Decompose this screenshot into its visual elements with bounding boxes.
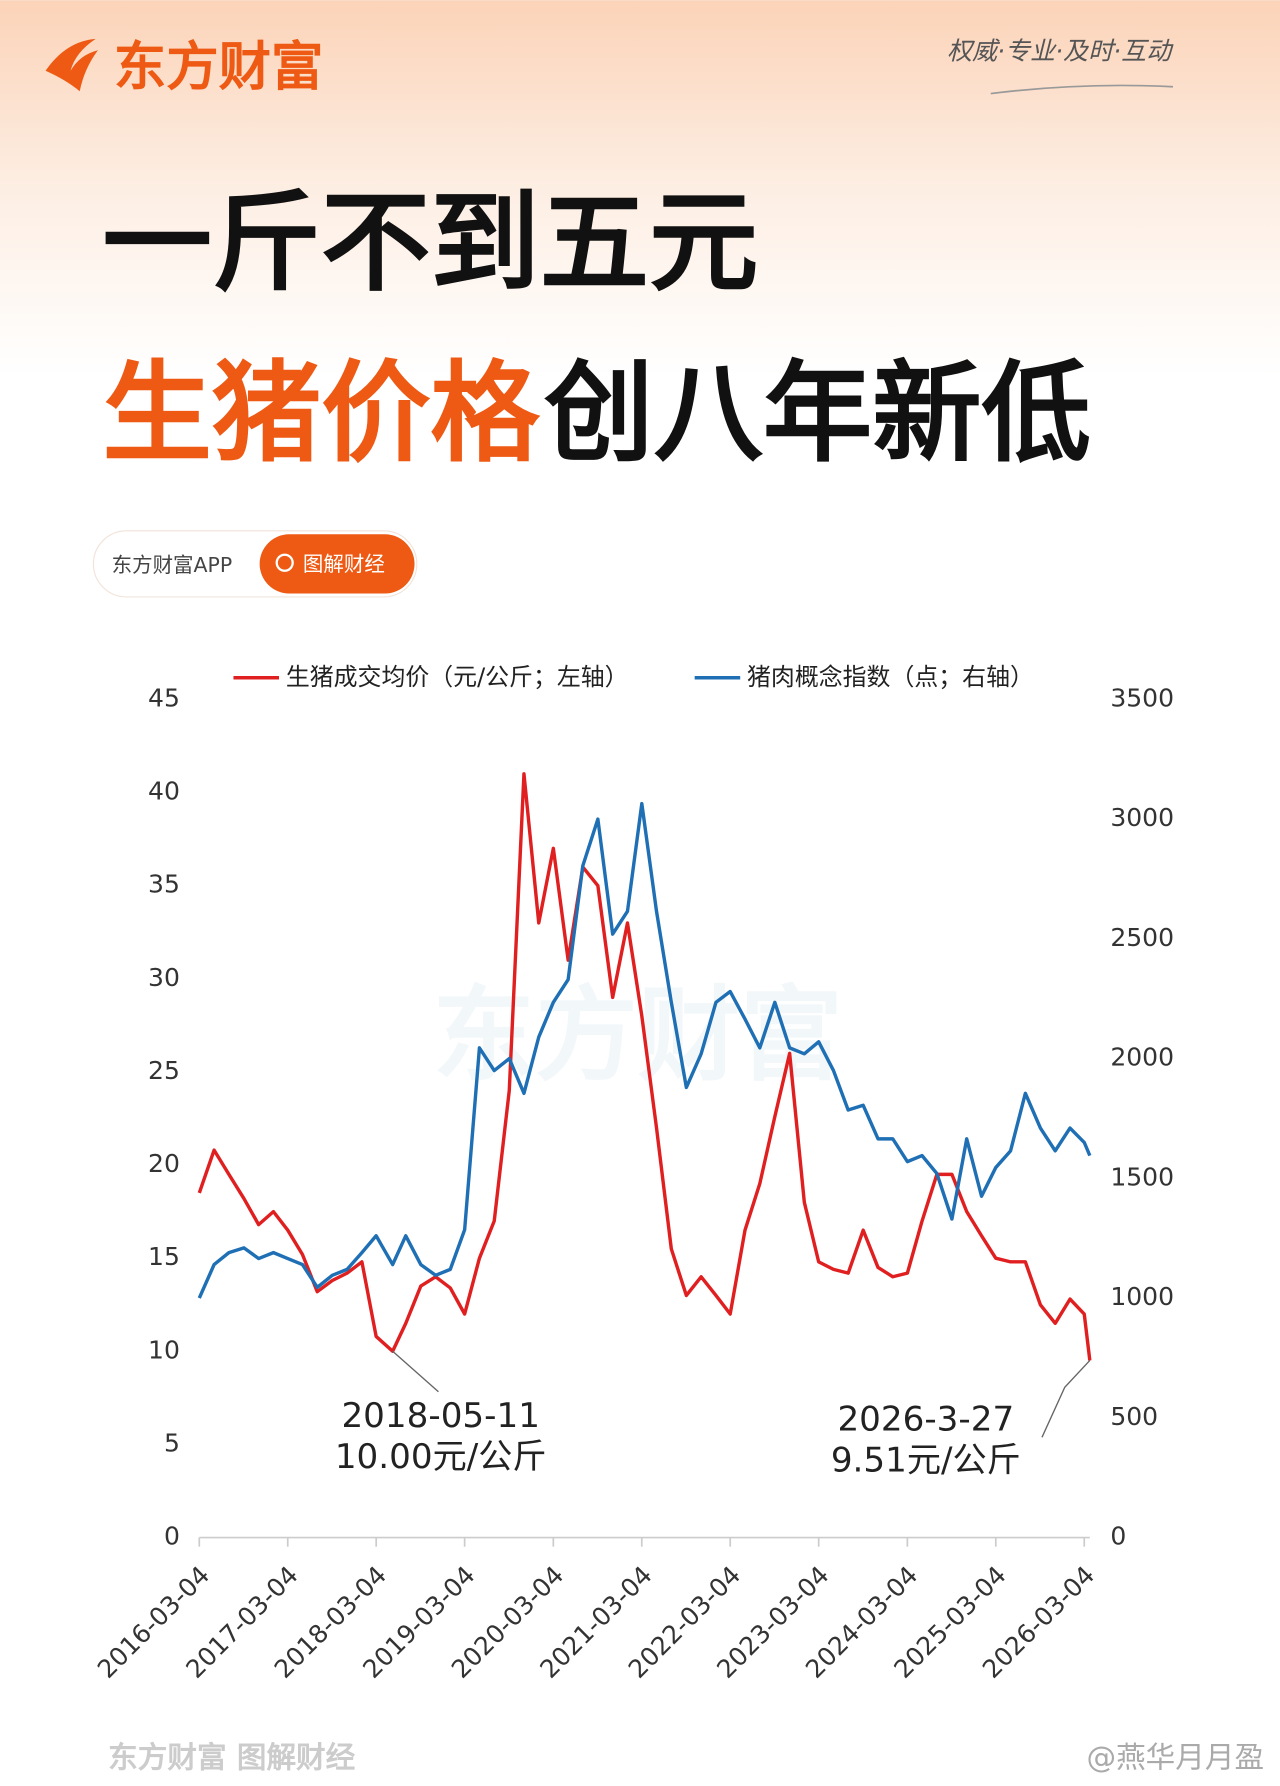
y-tick-label: 45 xyxy=(148,683,180,712)
y-tick-label: 40 xyxy=(148,777,180,806)
series-line xyxy=(197,772,1092,1361)
footer-source: 东方财富 图解财经 xyxy=(108,1741,355,1775)
y-tick-label: 15 xyxy=(148,1242,180,1271)
y-tick-label: 25 xyxy=(148,1056,180,1085)
annotation-text: 9.51元/公斤 xyxy=(831,1441,1021,1481)
y-tick-label: 30 xyxy=(148,963,180,992)
legend-label: 生猪成交均价（元/公斤；左轴） xyxy=(286,663,629,691)
y-tick-label: 10 xyxy=(148,1335,180,1364)
search-icon xyxy=(275,553,294,572)
y2-tick-label: 2500 xyxy=(1110,923,1174,952)
y2-tick-label: 3500 xyxy=(1110,683,1174,712)
y2-tick-label: 500 xyxy=(1110,1402,1158,1431)
headline-line1: 一斤不到五元 xyxy=(102,179,758,306)
headline-rest: 创八年新低 xyxy=(543,350,1091,477)
annotation-leader xyxy=(392,1350,439,1393)
slogan-underline xyxy=(990,84,1173,95)
series-line xyxy=(197,801,1092,1299)
y-tick-label: 20 xyxy=(148,1149,180,1178)
y2-tick-label: 3000 xyxy=(1110,803,1174,832)
footer-watermark: @燕华月月盈 xyxy=(1086,1741,1264,1775)
brand-logo xyxy=(45,38,98,92)
y-tick-label: 0 xyxy=(164,1522,180,1551)
y2-tick-label: 2000 xyxy=(1110,1043,1174,1072)
slogan: 权威·专业·及时·互动 xyxy=(947,36,1174,65)
y2-tick-label: 1500 xyxy=(1110,1162,1174,1191)
badge-app: 东方财富APP xyxy=(112,553,233,577)
y-tick-label: 35 xyxy=(148,870,180,899)
headline-highlight: 生猪价格 xyxy=(102,350,540,477)
legend-label: 猪肉概念指数（点；右轴） xyxy=(747,663,1034,691)
annotation-text: 10.00元/公斤 xyxy=(335,1437,547,1477)
badge-tag[interactable]: 图解财经 xyxy=(303,552,385,576)
y2-tick-label: 1000 xyxy=(1110,1282,1174,1311)
annotation-text: 2026-3-27 xyxy=(837,1400,1014,1440)
y-tick-label: 5 xyxy=(164,1428,180,1457)
annotation-leader xyxy=(1041,1359,1091,1438)
chart: 0 5 10 15 20 25 30 35 40 45 0 500 1000 1500 2000 2500 30… xyxy=(92,663,1174,1684)
header-background xyxy=(0,0,1280,376)
brand-name: 东方财富 xyxy=(114,36,324,97)
badge-tag-bg[interactable] xyxy=(259,534,415,594)
y2-tick-label: 0 xyxy=(1110,1522,1126,1551)
annotation-text: 2018-05-11 xyxy=(341,1396,540,1436)
